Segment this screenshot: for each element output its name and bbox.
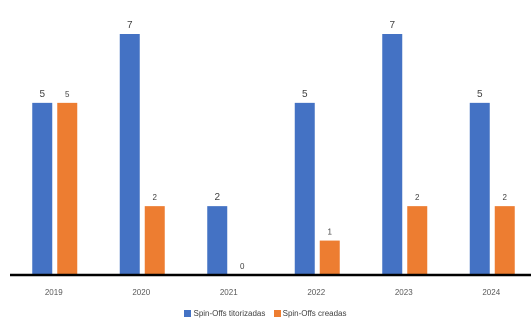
value-label-series-0-2020: 7 <box>127 20 133 31</box>
bar-series-1-2022 <box>319 240 340 275</box>
value-label-series-0-2021: 2 <box>214 192 220 203</box>
value-label-series-0-2023: 7 <box>389 20 395 31</box>
x-tick-label-2021: 2021 <box>220 288 238 297</box>
value-label-series-1-2019: 5 <box>65 90 70 99</box>
bar-series-0-2020 <box>119 34 140 275</box>
legend-swatch-created <box>273 310 281 317</box>
legend-label-tutored: Spin-Offs titorizadas <box>193 309 266 318</box>
bar-series-0-2024 <box>469 102 490 275</box>
legend-swatch-tutored <box>184 310 192 317</box>
bar-series-0-2019 <box>32 102 53 275</box>
x-tick-label-2020: 2020 <box>132 288 150 297</box>
x-tick-label-2023: 2023 <box>395 288 413 297</box>
legend-label-created: Spin-Offs creadas <box>282 309 347 318</box>
bar-series-1-2024 <box>494 206 515 275</box>
x-tick-label-2024: 2024 <box>482 288 500 297</box>
legend: Spin-Offs titorizadas Spin-Offs creadas <box>0 309 531 319</box>
value-label-series-1-2023: 2 <box>415 193 420 202</box>
x-tick-label-2019: 2019 <box>45 288 63 297</box>
value-label-series-1-2020: 2 <box>153 193 158 202</box>
bars-group <box>32 34 515 275</box>
value-label-series-0-2022: 5 <box>302 89 308 100</box>
x-tick-labels-group: 2019 2020 2021 2022 2023 2024 <box>45 288 501 297</box>
x-tick-label-2022: 2022 <box>307 288 325 297</box>
bar-series-1-2023 <box>407 206 428 275</box>
bar-series-0-2023 <box>382 34 403 275</box>
value-label-series-0-2024: 5 <box>477 89 483 100</box>
value-label-series-1-2024: 2 <box>503 193 508 202</box>
value-label-series-1-2021: 0 <box>240 262 245 271</box>
value-labels-group: 5 5 7 2 2 0 5 1 7 2 5 2 <box>39 20 507 271</box>
bar-series-0-2022 <box>294 102 315 275</box>
bar-series-1-2019 <box>57 102 78 275</box>
bar-series-0-2021 <box>207 206 228 275</box>
value-label-series-1-2022: 1 <box>328 228 333 237</box>
bar-series-1-2020 <box>144 206 165 275</box>
legend-item-created: Spin-Offs creadas <box>273 309 347 318</box>
legend-item-tutored: Spin-Offs titorizadas <box>184 309 265 318</box>
value-label-series-0-2019: 5 <box>39 89 45 100</box>
